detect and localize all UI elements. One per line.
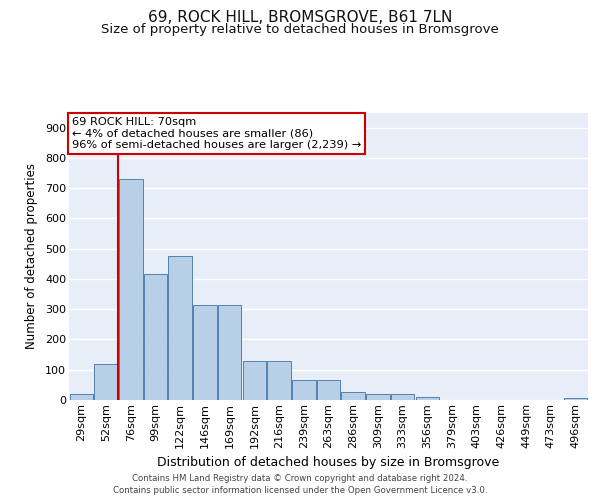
Bar [292,380,316,400]
Bar [564,398,587,400]
Bar [242,360,266,400]
Bar [94,364,118,400]
Bar [366,394,389,400]
Bar [193,304,217,400]
Bar [218,304,241,400]
Text: Contains HM Land Registry data © Crown copyright and database right 2024.
Contai: Contains HM Land Registry data © Crown c… [113,474,487,495]
Bar [391,394,415,400]
Text: Size of property relative to detached houses in Bromsgrove: Size of property relative to detached ho… [101,22,499,36]
Bar [119,179,143,400]
X-axis label: Distribution of detached houses by size in Bromsgrove: Distribution of detached houses by size … [157,456,500,469]
Text: 69, ROCK HILL, BROMSGROVE, B61 7LN: 69, ROCK HILL, BROMSGROVE, B61 7LN [148,10,452,25]
Bar [70,394,93,400]
Y-axis label: Number of detached properties: Number of detached properties [25,163,38,350]
Bar [341,392,365,400]
Bar [268,360,291,400]
Text: 69 ROCK HILL: 70sqm
← 4% of detached houses are smaller (86)
96% of semi-detache: 69 ROCK HILL: 70sqm ← 4% of detached hou… [71,117,361,150]
Bar [317,380,340,400]
Bar [416,397,439,400]
Bar [144,274,167,400]
Bar [169,256,192,400]
